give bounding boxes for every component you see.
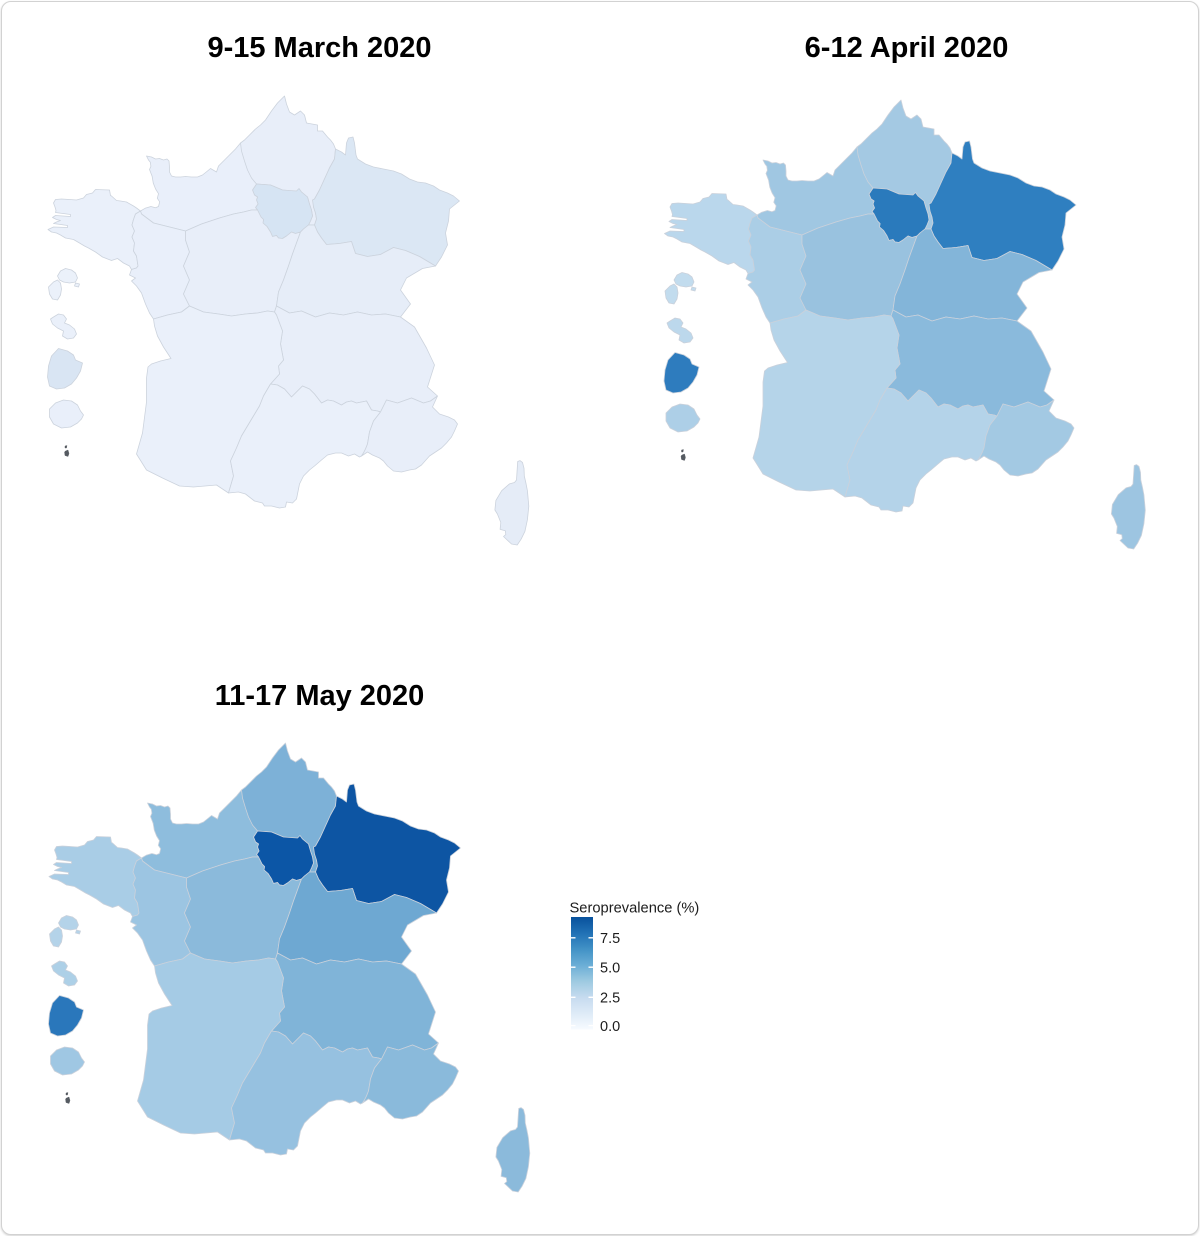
svg-text:Seroprevalence (%): Seroprevalence (%) (570, 901, 700, 917)
svg-text:9-15 March 2020: 9-15 March 2020 (207, 32, 431, 64)
svg-text:2.5: 2.5 (600, 991, 620, 1007)
svg-text:11-17 May 2020: 11-17 May 2020 (215, 680, 425, 712)
svg-text:5.0: 5.0 (600, 961, 620, 977)
svg-text:7.5: 7.5 (600, 931, 620, 947)
svg-text:6-12 April 2020: 6-12 April 2020 (805, 32, 1009, 64)
svg-text:0.0: 0.0 (600, 1019, 620, 1035)
